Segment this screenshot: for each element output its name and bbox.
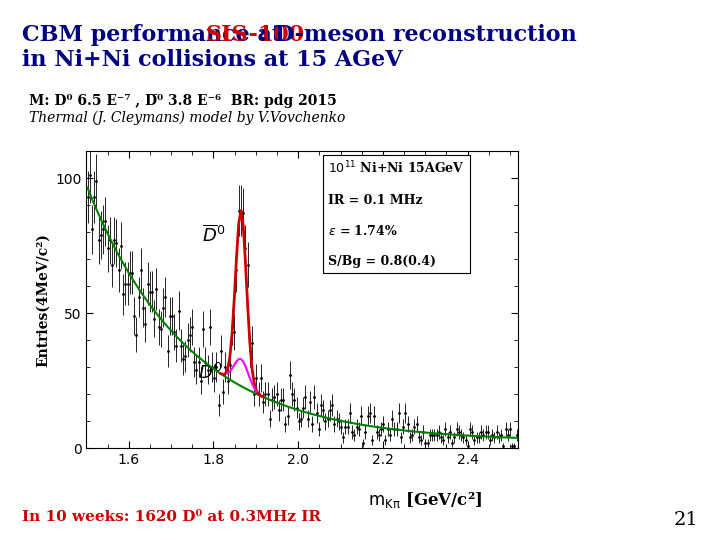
Text: in Ni+Ni collisions at 15 AGeV: in Ni+Ni collisions at 15 AGeV (22, 49, 402, 71)
Text: 21: 21 (674, 511, 698, 529)
Text: : D-meson reconstruction: : D-meson reconstruction (259, 24, 577, 46)
Text: $D^0$: $D^0$ (198, 363, 222, 383)
Text: In 10 weeks: 1620 D⁰ at 0.3MHz IR: In 10 weeks: 1620 D⁰ at 0.3MHz IR (22, 510, 320, 524)
Text: $10^{11}$ Ni+Ni 15AGeV

IR = 0.1 MHz

$\varepsilon$ = 1.74%

S/Bg = 0.8(0.4): $10^{11}$ Ni+Ni 15AGeV IR = 0.1 MHz $\va… (328, 160, 465, 268)
Y-axis label: Entries(4MeV/c²): Entries(4MeV/c²) (35, 233, 50, 367)
Text: SIS-100: SIS-100 (205, 24, 305, 46)
Text: $\mathrm{m_{K\pi}}$ [GeV/c²]: $\mathrm{m_{K\pi}}$ [GeV/c²] (368, 490, 482, 510)
Text: CBM performance at: CBM performance at (22, 24, 289, 46)
Text: $\overline{D}^0$: $\overline{D}^0$ (202, 225, 225, 246)
Text: M: D⁰ 6.5 E⁻⁷ , D̅⁰ 3.8 E⁻⁶  BR: pdg 2015: M: D⁰ 6.5 E⁻⁷ , D̅⁰ 3.8 E⁻⁶ BR: pdg 2015 (29, 94, 336, 108)
Text: Thermal (J. Cleymans) model by V.Vovchenko: Thermal (J. Cleymans) model by V.Vovchen… (29, 111, 345, 125)
